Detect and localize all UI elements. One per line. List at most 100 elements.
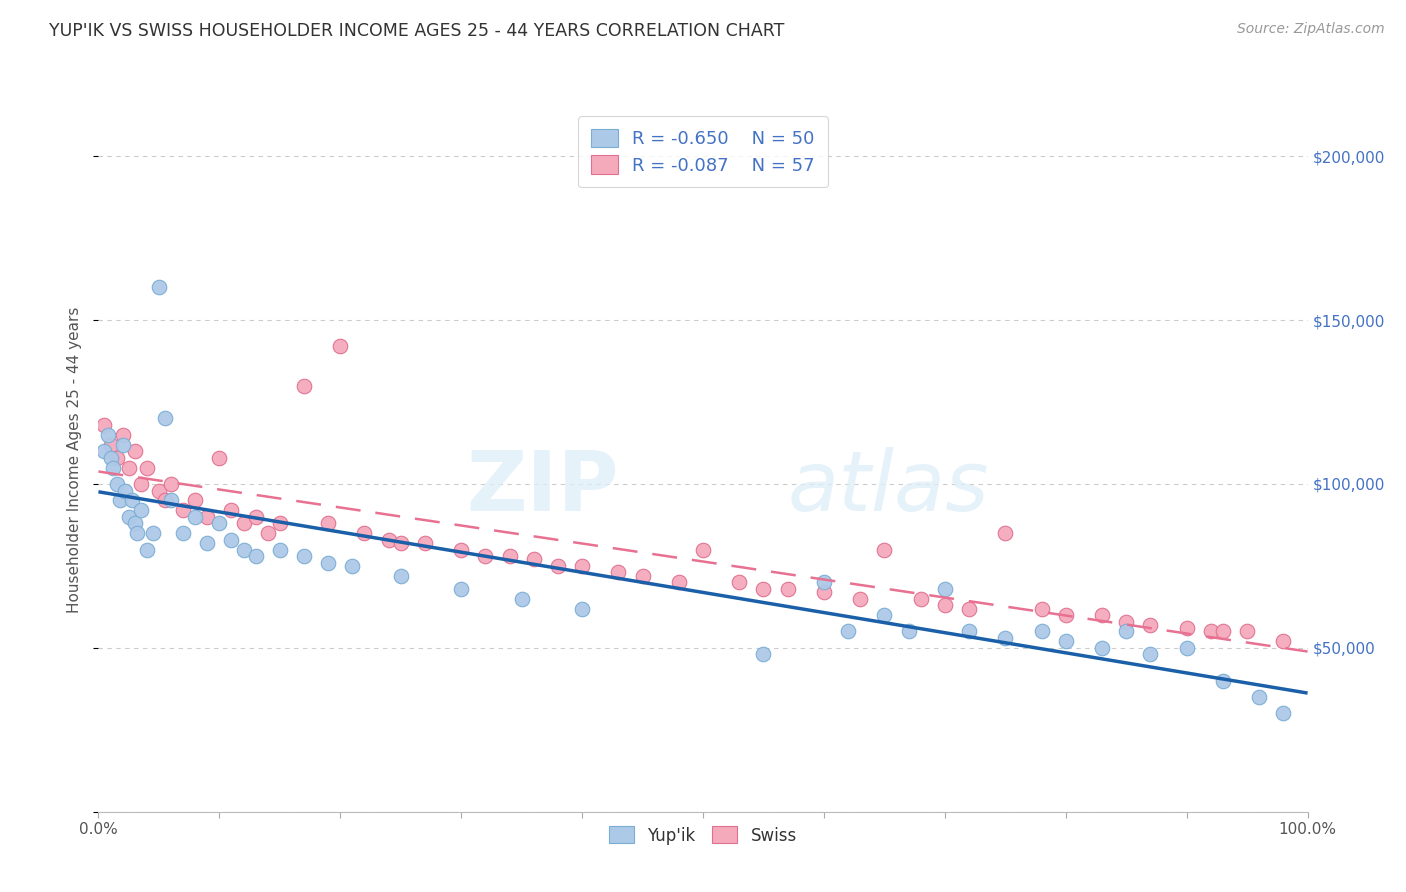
- Point: [208, 450, 231, 465]
- Point: [118, 509, 141, 524]
- Point: [353, 526, 375, 541]
- Text: atlas: atlas: [787, 447, 990, 528]
- Point: [1115, 615, 1137, 629]
- Point: [100, 450, 122, 465]
- Point: [1054, 634, 1077, 648]
- Point: [245, 549, 267, 563]
- Point: [571, 558, 593, 573]
- Point: [111, 427, 134, 442]
- Point: [142, 526, 165, 541]
- Point: [510, 591, 533, 606]
- Point: [114, 483, 136, 498]
- Text: Source: ZipAtlas.com: Source: ZipAtlas.com: [1237, 22, 1385, 37]
- Point: [342, 558, 364, 573]
- Point: [160, 493, 183, 508]
- Point: [127, 526, 149, 541]
- Point: [1031, 624, 1053, 639]
- Point: [728, 575, 751, 590]
- Point: [195, 536, 218, 550]
- Point: [148, 483, 170, 498]
- Point: [101, 460, 124, 475]
- Point: [994, 526, 1017, 541]
- Point: [148, 280, 170, 294]
- Point: [607, 566, 630, 580]
- Point: [849, 591, 872, 606]
- Point: [957, 601, 980, 615]
- Point: [135, 542, 157, 557]
- Point: [93, 417, 115, 432]
- Point: [897, 624, 920, 639]
- Point: [498, 549, 520, 563]
- Text: YUP'IK VS SWISS HOUSEHOLDER INCOME AGES 25 - 44 YEARS CORRELATION CHART: YUP'IK VS SWISS HOUSEHOLDER INCOME AGES …: [49, 22, 785, 40]
- Text: ZIP: ZIP: [465, 447, 619, 528]
- Point: [97, 427, 120, 442]
- Point: [160, 477, 183, 491]
- Point: [752, 582, 775, 596]
- Point: [93, 444, 115, 458]
- Point: [813, 585, 835, 599]
- Point: [111, 437, 134, 451]
- Point: [389, 568, 412, 582]
- Point: [269, 542, 291, 557]
- Point: [1236, 624, 1258, 639]
- Point: [994, 631, 1017, 645]
- Y-axis label: Householder Income Ages 25 - 44 years: Householder Income Ages 25 - 44 years: [67, 306, 83, 613]
- Point: [1199, 624, 1222, 639]
- Point: [121, 493, 143, 508]
- Point: [1091, 608, 1114, 623]
- Legend: Yup'ik, Swiss: Yup'ik, Swiss: [598, 814, 808, 856]
- Point: [184, 493, 207, 508]
- Point: [1091, 640, 1114, 655]
- Point: [873, 542, 896, 557]
- Point: [934, 582, 956, 596]
- Point: [269, 516, 291, 531]
- Point: [195, 509, 218, 524]
- Point: [221, 503, 243, 517]
- Point: [208, 516, 231, 531]
- Point: [245, 509, 267, 524]
- Point: [105, 477, 128, 491]
- Point: [934, 599, 956, 613]
- Point: [813, 575, 835, 590]
- Point: [129, 503, 152, 517]
- Point: [172, 503, 194, 517]
- Point: [105, 450, 128, 465]
- Point: [1054, 608, 1077, 623]
- Point: [221, 533, 243, 547]
- Point: [184, 509, 207, 524]
- Point: [292, 549, 315, 563]
- Point: [316, 516, 339, 531]
- Point: [523, 552, 546, 566]
- Point: [172, 526, 194, 541]
- Point: [135, 460, 157, 475]
- Point: [108, 493, 131, 508]
- Point: [450, 542, 472, 557]
- Point: [474, 549, 496, 563]
- Point: [153, 493, 176, 508]
- Point: [1139, 618, 1161, 632]
- Point: [910, 591, 932, 606]
- Point: [256, 526, 278, 541]
- Point: [292, 378, 315, 392]
- Point: [124, 516, 146, 531]
- Point: [389, 536, 412, 550]
- Point: [153, 411, 176, 425]
- Point: [129, 477, 152, 491]
- Point: [1212, 673, 1234, 688]
- Point: [1212, 624, 1234, 639]
- Point: [1175, 640, 1198, 655]
- Point: [450, 582, 472, 596]
- Point: [1249, 690, 1271, 704]
- Point: [118, 460, 141, 475]
- Point: [1115, 624, 1137, 639]
- Point: [1139, 648, 1161, 662]
- Point: [232, 516, 254, 531]
- Point: [232, 542, 254, 557]
- Point: [1031, 601, 1053, 615]
- Point: [631, 568, 654, 582]
- Point: [547, 558, 569, 573]
- Point: [837, 624, 859, 639]
- Point: [377, 533, 399, 547]
- Point: [124, 444, 146, 458]
- Point: [957, 624, 980, 639]
